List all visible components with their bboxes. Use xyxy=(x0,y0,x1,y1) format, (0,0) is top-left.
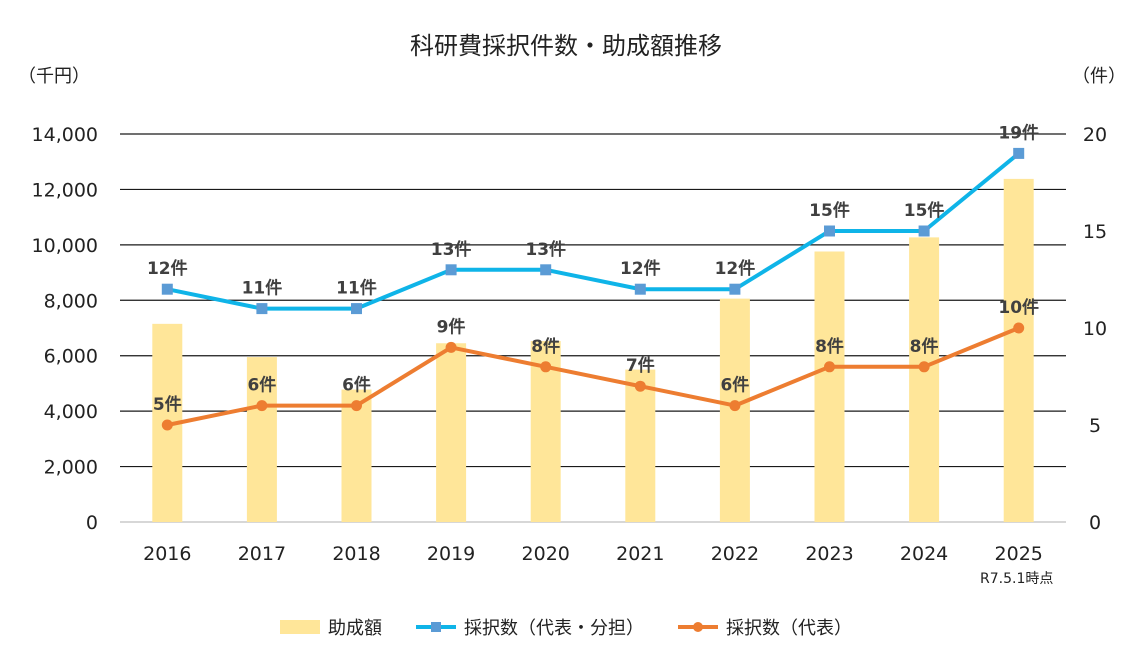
adoptions-representative-data-label: 6件 xyxy=(720,375,749,396)
chart-title: 科研費採択件数・助成額推移 xyxy=(410,32,722,60)
adoptions-all-data-label: 12件 xyxy=(620,258,661,279)
adoptions-representative-point xyxy=(1013,322,1025,334)
adoptions-all-point xyxy=(161,283,173,295)
x-tick-label: 2023 xyxy=(805,543,853,565)
adoptions-all-point xyxy=(351,303,362,315)
bar-grant-amount xyxy=(625,369,656,522)
left-tick-label: 4,000 xyxy=(44,401,98,423)
adoptions-all-point xyxy=(918,225,930,237)
bar-grant-amount xyxy=(436,343,467,522)
adoptions-all-data-label: 11件 xyxy=(336,278,377,299)
right-axis-unit: （件） xyxy=(1072,66,1126,87)
adoptions-all-data-label: 12件 xyxy=(715,258,756,279)
adoptions-all-point xyxy=(824,225,835,237)
bar-grant-amount xyxy=(246,357,277,522)
adoptions-representative-line xyxy=(165,326,1021,427)
as-of-note: R7.5.1時点 xyxy=(980,571,1054,587)
x-tick-label: 2020 xyxy=(522,543,570,565)
adoptions-representative-point xyxy=(351,400,362,412)
adoptions-representative-data-label: 8件 xyxy=(910,336,939,357)
adoptions-all-data-label: 19件 xyxy=(998,122,1039,143)
adoptions-all-line xyxy=(165,151,1021,311)
legend-swatch-line-square xyxy=(416,620,456,634)
x-tick-label: 2019 xyxy=(427,543,475,565)
right-tick-label: 10 xyxy=(1083,318,1107,340)
legend-item-grant-amount: 助成額 xyxy=(280,614,382,640)
adoptions-all-data-label: 11件 xyxy=(242,278,283,299)
x-tick-label: 2021 xyxy=(616,543,664,565)
left-tick-label: 8,000 xyxy=(44,290,98,312)
bar-grant-amount xyxy=(909,237,940,523)
adoptions-representative-data-label: 7件 xyxy=(626,355,655,376)
adoptions-representative-data-label: 8件 xyxy=(815,336,844,357)
legend-label: 採択数（代表・分担） xyxy=(464,618,644,639)
adoptions-all-data-label: 12件 xyxy=(147,258,188,279)
left-tick-label: 10,000 xyxy=(32,235,98,257)
bar-grant-amount xyxy=(341,389,372,522)
left-axis-unit: （千円） xyxy=(18,66,90,87)
legend-label: 助成額 xyxy=(328,618,382,639)
adoptions-representative-point xyxy=(634,380,646,392)
right-tick-label: 20 xyxy=(1083,124,1107,146)
right-tick-label: 15 xyxy=(1083,221,1107,243)
bar-grant-amount xyxy=(814,251,845,522)
legend: 助成額 採択数（代表・分担） 採択数（代表） xyxy=(0,614,1132,640)
bar-grant-amount xyxy=(1003,178,1034,522)
legend-marker-circle xyxy=(693,622,703,632)
legend-marker-square xyxy=(431,622,441,632)
left-tick-label: 14,000 xyxy=(32,124,98,146)
left-tick-label: 0 xyxy=(86,512,98,534)
left-tick-label: 6,000 xyxy=(44,346,98,368)
adoptions-representative-data-label: 9件 xyxy=(437,316,466,337)
adoptions-all-point xyxy=(1013,147,1025,159)
adoptions-representative-data-label: 6件 xyxy=(342,375,371,396)
adoptions-representative-point xyxy=(161,419,173,431)
x-tick-label: 2018 xyxy=(332,543,380,565)
adoptions-representative-point xyxy=(918,361,930,373)
x-tick-label: 2016 xyxy=(143,543,191,565)
x-tick-label: 2025 xyxy=(995,543,1043,565)
legend-swatch-line-circle xyxy=(678,620,718,634)
adoptions-representative-point xyxy=(540,361,552,373)
adoptions-all-point xyxy=(729,283,741,295)
adoptions-representative-data-label: 6件 xyxy=(247,375,276,396)
left-tick-label: 12,000 xyxy=(32,179,98,201)
adoptions-all-point xyxy=(445,264,457,276)
adoptions-representative-point xyxy=(256,400,268,412)
x-tick-label: 2022 xyxy=(711,543,759,565)
x-tick-label: 2024 xyxy=(900,543,948,565)
left-tick-label: 2,000 xyxy=(44,457,98,479)
adoptions-representative-point xyxy=(445,341,457,353)
adoptions-representative-data-label: 8件 xyxy=(531,336,560,357)
x-tick-label: 2017 xyxy=(238,543,286,565)
adoptions-all-point xyxy=(256,303,268,315)
adoptions-all-point xyxy=(540,264,552,276)
legend-item-adoptions-all: 採択数（代表・分担） xyxy=(416,614,644,640)
legend-item-adoptions-representative: 採択数（代表） xyxy=(678,614,852,640)
right-tick-label: 5 xyxy=(1089,415,1101,437)
adoptions-all-data-label: 15件 xyxy=(809,200,850,221)
legend-swatch-bar xyxy=(280,620,320,634)
adoptions-all-point xyxy=(634,283,646,295)
adoptions-all-data-label: 13件 xyxy=(525,239,566,260)
right-tick-label: 0 xyxy=(1089,512,1101,534)
adoptions-representative-data-label: 10件 xyxy=(998,297,1039,318)
adoptions-representative-data-label: 5件 xyxy=(153,394,182,415)
adoptions-representative-point xyxy=(729,400,741,412)
adoptions-representative-point xyxy=(824,361,835,373)
legend-label: 採択数（代表） xyxy=(726,618,852,639)
adoptions-all-data-label: 13件 xyxy=(431,239,472,260)
adoptions-all-data-label: 15件 xyxy=(904,200,945,221)
